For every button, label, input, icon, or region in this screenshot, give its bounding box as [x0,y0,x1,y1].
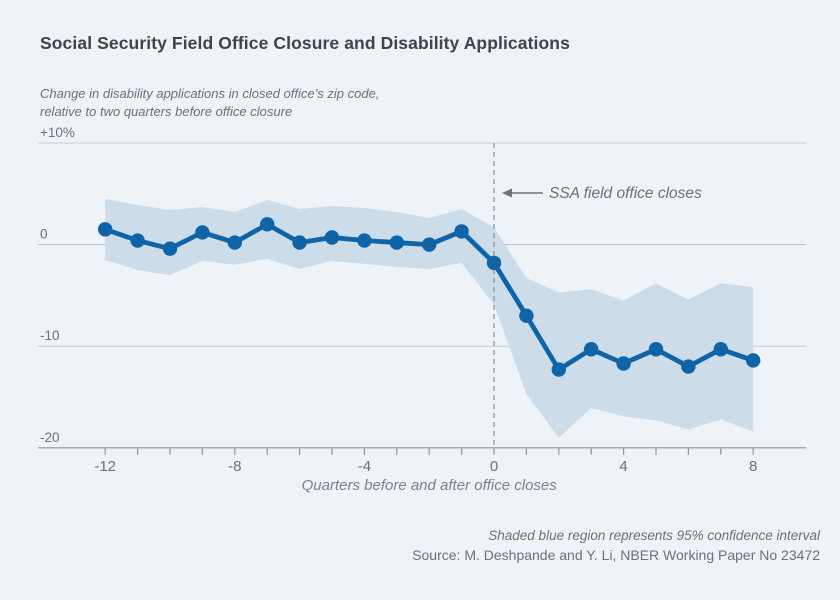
source-credit: Source: M. Deshpande and Y. Li, NBER Wor… [412,547,820,563]
y-axis-description-line2: relative to two quarters before office c… [40,104,293,119]
data-point [681,359,696,374]
data-point [551,362,566,377]
data-point [292,235,307,250]
y-axis-description-line1: Change in disability applications in clo… [40,86,380,101]
data-point [389,235,404,250]
data-point [648,342,664,357]
data-point [454,224,469,239]
data-point [227,235,242,250]
y-tick-label: -10 [40,328,60,343]
x-tick-label: -4 [358,458,371,475]
data-point [130,233,145,248]
confidence-band [105,198,754,438]
data-point [324,230,340,245]
y-tick-label: +10% [40,125,75,140]
data-point [746,353,761,368]
x-axis-title: Quarters before and after office closes [302,477,558,494]
chart-title: Social Security Field Office Closure and… [40,33,570,53]
data-point [519,308,534,323]
data-point [195,225,210,240]
data-point [357,233,372,248]
x-tick-label: 0 [490,458,498,475]
x-tick-label: 4 [619,458,627,475]
x-tick-label: -12 [94,458,116,475]
data-point [422,237,437,252]
x-tick-label: -8 [228,458,241,475]
y-axis-description: Change in disability applications in clo… [40,85,379,121]
data-point [584,342,599,357]
y-tick-label: 0 [40,227,48,242]
y-tick-label: -20 [40,430,60,445]
data-point [98,222,113,237]
annotation-text: SSA field office closes [549,185,702,202]
data-point [486,255,502,271]
data-point [616,356,631,371]
confidence-interval-note: Shaded blue region represents 95% confid… [488,528,820,543]
annotation-arrow-head [502,188,512,198]
data-point [713,342,728,357]
data-point [260,217,275,232]
data-point [162,241,178,256]
x-tick-label: 8 [749,458,757,475]
